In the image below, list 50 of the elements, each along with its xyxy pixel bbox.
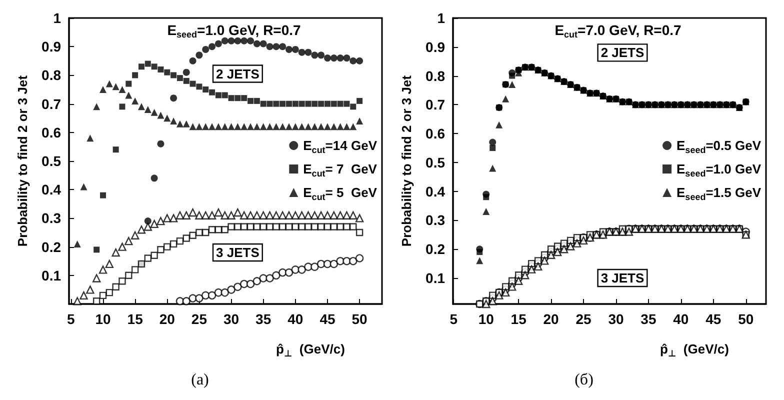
y-tick-label: 1: [437, 10, 446, 26]
text: (a): [191, 372, 209, 388]
y-tick-label: 0.5: [42, 153, 62, 169]
y-tick-label: 0.3: [42, 210, 62, 226]
y-tick-label: 1: [53, 10, 62, 26]
x-tick-label: 25: [191, 311, 208, 327]
x-tick-label: 50: [352, 311, 368, 327]
x-tick-label: 40: [288, 311, 304, 327]
x-tick-label: 15: [127, 311, 144, 327]
x-tick-label: 30: [223, 311, 240, 327]
annotation: 3 JETS: [216, 245, 260, 260]
annotation: 2 JETS: [600, 45, 644, 60]
y-tick-label: 0.8: [426, 68, 446, 84]
x-tick-label: 25: [576, 311, 592, 327]
y-axis-title: Probability to find 2 or 3 Jet: [15, 74, 30, 247]
y-tick-label: 0.7: [42, 96, 62, 112]
x-axis-title: p̂⊥ (GeV/c): [660, 342, 729, 358]
x-tick-label: 15: [510, 311, 527, 327]
y-tick-label: 0.6: [426, 126, 446, 142]
y-tick-label: 0.4: [42, 182, 62, 198]
y-tick-label: 0.5: [426, 154, 446, 170]
x-tick-label: 35: [640, 311, 656, 327]
y-tick-label: 0.1: [42, 267, 62, 284]
y-tick-label: 0.7: [426, 96, 446, 113]
y-tick-label: 0.3: [426, 212, 446, 228]
y-tick-label: 0.6: [42, 124, 62, 140]
x-tick-label: 35: [256, 311, 272, 327]
x-axis-title: p̂⊥ (GeV/c): [276, 342, 345, 358]
y-axis-title: Probability to find 2 or 3 Jet: [399, 74, 414, 247]
y-tick-label: 0.8: [42, 67, 62, 84]
y-tick-label: 0.9: [42, 38, 62, 55]
x-tick-label: 40: [673, 311, 689, 327]
x-tick-label: 45: [706, 311, 722, 327]
y-tick-label: 0.4: [426, 183, 446, 200]
x-tick-label: 20: [159, 311, 176, 327]
y-tick-label: 0.2: [426, 241, 446, 258]
x-tick-label: 20: [543, 311, 560, 327]
x-tick-label: 10: [95, 311, 111, 327]
x-tick-label: 5: [450, 311, 458, 327]
y-tick-label: 0.2: [42, 238, 62, 255]
x-tick-label: 45: [320, 311, 336, 327]
annotation: 2 JETS: [216, 66, 260, 82]
y-tick-label: 0.9: [426, 38, 446, 55]
annotation: 3 JETS: [600, 270, 644, 286]
x-tick-label: 5: [67, 311, 76, 327]
x-tick-label: 10: [478, 311, 494, 327]
text: (б): [574, 372, 594, 388]
x-tick-label: 50: [738, 311, 754, 327]
x-tick-label: 30: [608, 311, 624, 327]
y-tick-label: 0.1: [426, 270, 446, 286]
